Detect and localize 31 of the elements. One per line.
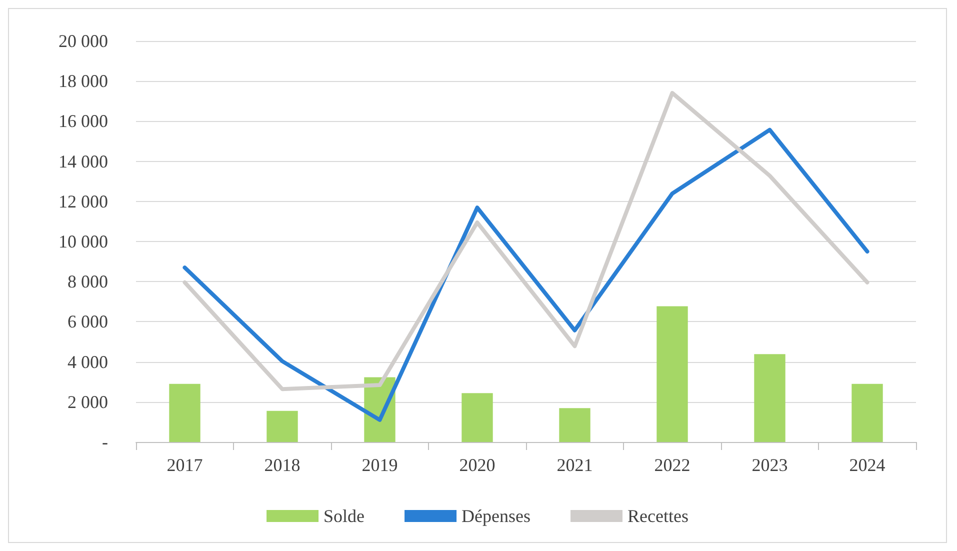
bar — [462, 393, 493, 442]
y-tick-label: - — [102, 432, 108, 452]
legend-label: Dépenses — [462, 506, 531, 526]
x-tick-label: 2017 — [166, 455, 203, 475]
y-tick-label: 6 000 — [68, 312, 108, 332]
y-tick-label: 18 000 — [58, 71, 108, 92]
x-tick-label: 2022 — [654, 455, 690, 475]
legend-label: Solde — [324, 506, 365, 526]
x-tick-label: 2019 — [362, 455, 398, 475]
y-tick-label: 12 000 — [58, 191, 108, 212]
x-tick-label: 2021 — [556, 455, 593, 475]
y-tick-label: 20 000 — [58, 31, 108, 51]
bar — [559, 408, 590, 442]
line-series — [182, 90, 870, 392]
x-tick-label: 2024 — [849, 455, 886, 475]
bar — [266, 410, 298, 442]
x-tick-label: 2020 — [459, 455, 496, 475]
y-tick-label: 14 000 — [58, 151, 108, 172]
bar — [852, 384, 883, 442]
bar — [169, 384, 200, 442]
x-tick-label: 2023 — [752, 455, 788, 475]
y-tick-label: 2 000 — [68, 392, 108, 412]
y-tick-label: 10 000 — [58, 232, 108, 252]
bar — [754, 354, 786, 442]
line-series — [182, 128, 870, 422]
y-tick-label: 8 000 — [68, 272, 108, 292]
y-tick-label: 16 000 — [58, 111, 108, 132]
x-tick-label: 2018 — [264, 455, 300, 475]
bar — [656, 306, 688, 442]
y-tick-label: 4 000 — [68, 352, 108, 372]
legend-label: Recettes — [628, 506, 688, 526]
